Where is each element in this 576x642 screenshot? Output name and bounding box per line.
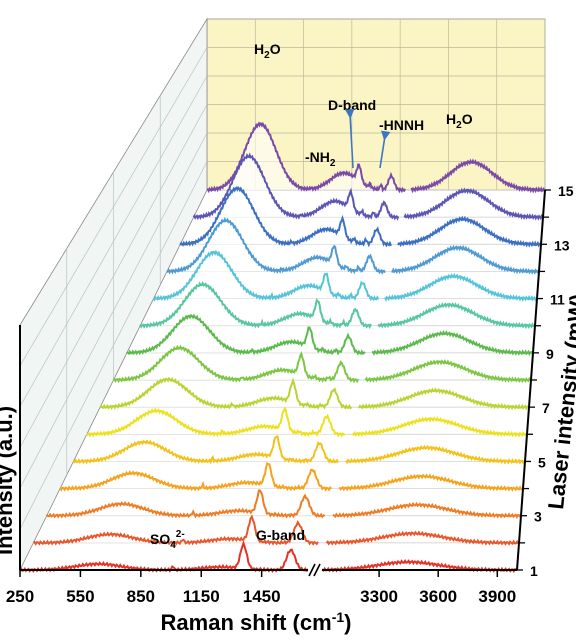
spectrum-line-2-segment-2 <box>325 530 520 546</box>
x-tick-label: 3600 <box>419 587 457 606</box>
spectrum-fill-6 <box>86 408 346 436</box>
annotation-g-band: G-band <box>256 527 305 543</box>
x-tick-label: 550 <box>66 587 94 606</box>
spectrum-line-8-segment-2 <box>364 359 532 384</box>
y-axis-title: Intensity (a.u.) <box>0 406 17 555</box>
spectrum-line-9-segment-1 <box>126 313 366 356</box>
spectrum-fill-9 <box>126 315 366 354</box>
spectrum-line-11-segment-2 <box>384 272 538 302</box>
spectrum-fill-8 <box>113 346 359 382</box>
spectrum-line-8-segment-1 <box>112 344 360 384</box>
spectrum-line-4-segment-2 <box>338 473 523 492</box>
spectrum-fill-4 <box>60 463 333 490</box>
spectrum-line-7-segment-1 <box>99 376 353 410</box>
spectrum-line-12-segment-2 <box>391 244 540 275</box>
spectrum-line-3-segment-2 <box>332 501 522 519</box>
annotation-h2o-high: H2O <box>446 111 473 131</box>
spectrum-fill-11 <box>153 251 379 300</box>
z-tick-label: 11 <box>550 292 565 308</box>
spectrum-line-13-segment-1 <box>179 185 392 248</box>
z-tick-label: 5 <box>538 454 546 470</box>
spectrum-line-11-segment-1 <box>152 249 380 302</box>
spectrum-line-6-segment-2 <box>351 416 528 438</box>
spectrum-fill-1 <box>20 543 312 572</box>
z-tick-label: 7 <box>542 400 550 416</box>
d-band-arrow <box>344 108 355 169</box>
x-tick-label: 850 <box>127 587 155 606</box>
annotation-h2o-low: H2O <box>254 41 281 61</box>
spectrum-line-10-segment-2 <box>377 302 535 330</box>
annotation-d-band: D-band <box>328 97 376 113</box>
spectrum-line-3-segment-1 <box>45 489 326 519</box>
spectrum-line-5-segment-1 <box>72 435 339 465</box>
z-tick-label: 15 <box>558 183 574 199</box>
annotations: H2O D-band -NH2 -HNNH H2O SO42- G-band <box>150 41 473 551</box>
spectrum-fill-3 <box>46 490 326 517</box>
spectrum-line-10-segment-1 <box>139 280 372 330</box>
spectrum-line-5-segment-2 <box>345 444 526 465</box>
spectrum-fill-10 <box>140 283 373 327</box>
x-axis-title: Raman shift (cm-1) <box>161 609 352 635</box>
spectrum-line-12-segment-1 <box>166 217 386 275</box>
z-tick-label: 13 <box>554 237 570 253</box>
spectrum-line-15-segment-1 <box>206 121 406 194</box>
x-tick-label: 3900 <box>478 587 516 606</box>
spectrum-line-2-segment-1 <box>33 514 319 546</box>
spectrum-line-9-segment-2 <box>371 329 534 356</box>
z-tick-label: 9 <box>546 346 554 362</box>
side-wall-grid <box>19 47 208 530</box>
spectrum-line-14-segment-2 <box>403 187 544 221</box>
spectrum-fill-2 <box>33 516 319 544</box>
spectrum-line-15-segment-2 <box>410 158 546 194</box>
spectrum-line-6-segment-1 <box>86 406 346 438</box>
spectrum-fill-5 <box>73 436 339 463</box>
x-tick-label: 250 <box>6 587 34 606</box>
spectra-group <box>19 121 546 574</box>
x-ticks: 250 550 850 1150 1450 3300 3600 3900 <box>6 570 516 606</box>
spectrum-line-4-segment-1 <box>59 462 332 492</box>
x-axis-break-mark <box>308 562 322 578</box>
z-tick-label: 1 <box>530 563 538 579</box>
spectrum-line-13-segment-2 <box>397 215 541 248</box>
annotation-nh2: -NH2 <box>305 149 336 169</box>
x-tick-label: 3300 <box>360 587 398 606</box>
hnnh-arrow <box>379 130 391 169</box>
annotation-so4: SO42- <box>150 529 185 551</box>
spectrum-fill-7 <box>100 378 353 409</box>
annotation-hnnh: -HNNH <box>379 117 424 133</box>
spectrum-line-7-segment-2 <box>358 387 529 411</box>
spectrum-line-14-segment-1 <box>192 152 400 221</box>
x-tick-label: 1150 <box>183 587 220 606</box>
spectrum-line-1-segment-1 <box>19 540 312 574</box>
x-tick-label: 1450 <box>243 587 281 606</box>
z-tick-label: 3 <box>534 509 542 525</box>
